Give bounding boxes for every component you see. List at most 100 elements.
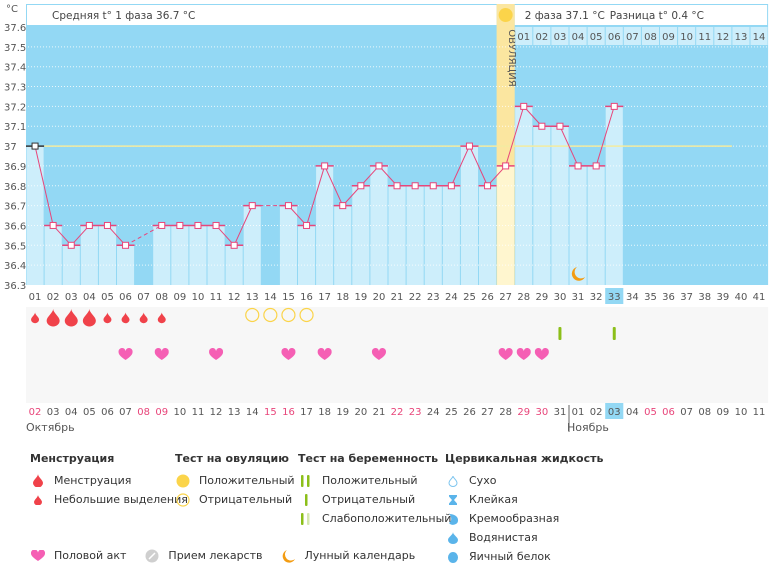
post-ovulation-day-cell xyxy=(641,27,659,45)
temperature-point xyxy=(31,142,39,150)
temperature-point xyxy=(67,241,75,249)
calendar-date-label: 19 xyxy=(336,407,349,418)
calendar-date-label: 13 xyxy=(228,407,241,418)
temperature-bar xyxy=(298,225,316,285)
cycle-day-label: 35 xyxy=(644,292,657,303)
calendar-date-label: 03 xyxy=(47,407,60,418)
intercourse-heart-icon xyxy=(498,347,513,360)
post-ovulation-day-label: 06 xyxy=(608,32,621,43)
legend-item: Клейкая xyxy=(445,490,603,509)
calendar-date-label: 06 xyxy=(662,407,675,418)
temperature-line-segment xyxy=(559,126,579,167)
ovulation-label: ОВУЛЯЦИЯ xyxy=(506,29,517,87)
drop-large-icon xyxy=(30,474,46,487)
spotting-drop-icon xyxy=(103,312,112,324)
temperature-bar xyxy=(406,185,424,285)
legend-pregnancy-test: Тест на беременность Положительный Отриц… xyxy=(298,452,451,528)
temperature-point xyxy=(357,182,365,190)
cycle-day-label: 11 xyxy=(210,292,223,303)
legend-menstruation: Менструация Менструация Небольшие выделе… xyxy=(30,452,188,509)
calendar-date-label: 08 xyxy=(137,407,150,418)
post-ovulation-day-label: 03 xyxy=(554,32,567,43)
temperature-point xyxy=(230,241,238,249)
post-ovulation-day-cell xyxy=(587,27,605,45)
temperature-point xyxy=(339,202,347,210)
post-ovulation-day-label: 09 xyxy=(662,32,675,43)
temperature-point xyxy=(122,241,130,249)
calendar-date-label: 12 xyxy=(210,407,223,418)
y-tick-label: 36.4 xyxy=(4,261,26,272)
creamy-icon xyxy=(445,513,461,525)
cycle-day-label: 21 xyxy=(391,292,404,303)
post-ovulation-day-cell xyxy=(623,27,641,45)
temperature-point xyxy=(393,182,401,190)
calendar-date-label: 11 xyxy=(753,407,766,418)
calendar-date-label: 17 xyxy=(300,407,313,418)
temperature-bar xyxy=(117,245,135,285)
ovulation-test-icon xyxy=(281,307,296,323)
legend-item: Положительный xyxy=(298,471,451,490)
temperature-point xyxy=(194,221,202,229)
y-tick-label: 37 xyxy=(4,142,17,153)
legend-item: Прием лекарств xyxy=(144,546,263,565)
post-ovulation-day-cell xyxy=(605,27,623,45)
post-ovulation-day-cell xyxy=(533,27,551,45)
temperature-point xyxy=(484,182,492,190)
temperature-bar xyxy=(605,106,623,285)
calendar-date-label: 03 xyxy=(608,407,621,418)
intercourse-heart-icon xyxy=(118,347,133,360)
ovulation-test-icon xyxy=(263,307,278,323)
temperature-bar xyxy=(442,185,460,285)
temperature-point xyxy=(447,182,455,190)
temperature-line-segment xyxy=(306,165,326,226)
cycle-day-label: 39 xyxy=(716,292,729,303)
temperature-line-segment xyxy=(34,145,54,226)
temperature-point xyxy=(212,221,220,229)
pregnancy-test-icon xyxy=(612,327,616,340)
temperature-point xyxy=(158,221,166,229)
temperature-bar xyxy=(316,165,334,285)
drop-small-icon xyxy=(30,494,46,505)
y-tick-label: 36.3 xyxy=(4,281,26,292)
calendar-date-label: 11 xyxy=(192,407,205,418)
cycle-day-label: 19 xyxy=(354,292,367,303)
header-phase1-box xyxy=(27,5,497,25)
spotting-drop-icon xyxy=(121,312,130,324)
intercourse-heart-icon xyxy=(317,347,332,360)
intercourse-heart-icon xyxy=(534,347,549,360)
y-axis-unit: °C xyxy=(6,4,18,15)
legend-item: Кремообразная xyxy=(445,509,603,528)
calendar-date-label: 26 xyxy=(463,407,476,418)
legend-ovulation-test: Тест на овуляцию Положительный Отрицател… xyxy=(175,452,295,509)
cycle-day-label: 23 xyxy=(427,292,440,303)
legend-cervical-fluid: Цервикальная жидкость Сухо Клейкая Кремо… xyxy=(445,452,603,566)
temperature-bar xyxy=(153,225,171,285)
legend-item: Положительный xyxy=(175,471,295,490)
temperature-bar xyxy=(424,185,442,285)
ovulation-test-icon xyxy=(299,307,314,323)
cycle-day-label: 12 xyxy=(228,292,241,303)
calendar-date-label: 27 xyxy=(481,407,494,418)
temperature-bar xyxy=(98,225,116,285)
post-ovulation-day-label: 07 xyxy=(626,32,639,43)
cycle-day-label: 20 xyxy=(373,292,386,303)
post-ovulation-day-cell xyxy=(551,27,569,45)
calendar-date-label: 15 xyxy=(264,407,277,418)
temperature-point xyxy=(103,221,111,229)
spotting-drop-icon xyxy=(139,312,148,324)
calendar-date-label: 23 xyxy=(409,407,422,418)
post-ovulation-day-cell xyxy=(515,27,533,45)
temperature-point xyxy=(610,102,618,110)
calendar-date-label: 30 xyxy=(535,407,548,418)
cycle-day-label: 10 xyxy=(192,292,205,303)
calendar-date-label: 18 xyxy=(318,407,331,418)
calendar-date-label: 10 xyxy=(735,407,748,418)
cycle-day-label: 24 xyxy=(445,292,458,303)
cycle-day-label: 41 xyxy=(753,292,766,303)
y-tick-label: 37.1 xyxy=(4,122,26,133)
temperature-line-segment xyxy=(450,145,470,186)
temperature-point xyxy=(248,202,256,210)
calendar-date-label: 20 xyxy=(354,407,367,418)
calendar-date-label: 08 xyxy=(698,407,711,418)
temperature-bar xyxy=(44,225,62,285)
